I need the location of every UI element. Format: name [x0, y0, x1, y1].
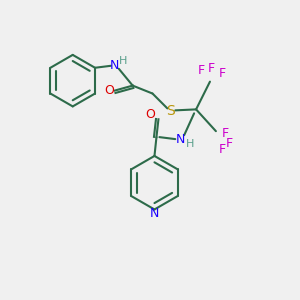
Text: N: N	[110, 59, 119, 72]
Text: F: F	[197, 64, 205, 77]
Text: N: N	[150, 207, 159, 220]
Text: F: F	[207, 62, 214, 75]
Text: F: F	[218, 67, 225, 80]
Text: F: F	[218, 142, 225, 155]
Text: O: O	[146, 108, 155, 121]
Text: F: F	[226, 136, 233, 150]
Text: H: H	[186, 139, 194, 149]
Text: O: O	[104, 84, 114, 97]
Text: F: F	[222, 127, 230, 140]
Text: S: S	[166, 104, 175, 118]
Text: N: N	[176, 133, 185, 146]
Text: H: H	[118, 56, 127, 66]
